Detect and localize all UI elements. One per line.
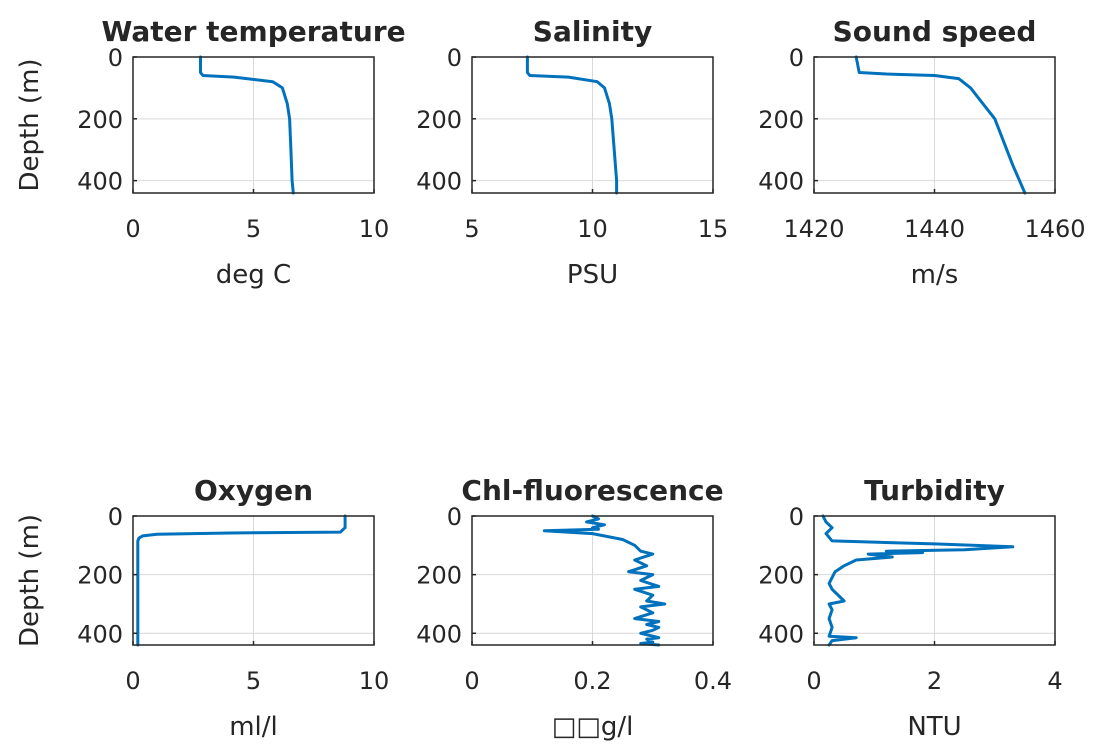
series-line-turbidity — [821, 514, 1015, 647]
y-tick-label: 200 — [77, 106, 123, 134]
series-line-chl-fluorescence — [542, 514, 667, 647]
x-tick-label: 5 — [246, 215, 261, 243]
y-axis-label: Depth (m) — [15, 514, 45, 647]
y-tick-label: 200 — [416, 562, 462, 590]
series-line-water-temperature — [199, 55, 295, 195]
y-tick-label: 400 — [416, 168, 462, 196]
x-axis-label: □□g/l — [552, 712, 634, 742]
panel-title: Chl-fluorescence — [461, 474, 723, 507]
x-axis-label: NTU — [907, 712, 961, 742]
x-tick-label: 10 — [359, 667, 390, 695]
panel-title: Salinity — [533, 15, 652, 48]
x-tick-label: 0 — [464, 667, 479, 695]
y-tick-label: 0 — [447, 503, 462, 531]
x-axis-label: m/s — [911, 260, 959, 290]
panel-sound-speed: 1420 1440 1460 0 200 400 Sound speed m/s — [758, 15, 1085, 290]
x-tick-label: 10 — [359, 215, 390, 243]
y-tick-label: 0 — [789, 44, 804, 72]
x-tick-label: 1420 — [783, 215, 844, 243]
x-axis-label: PSU — [567, 260, 618, 290]
x-tick-label: 10 — [577, 215, 608, 243]
series-line-salinity — [525, 55, 619, 195]
x-tick-label: 0 — [125, 667, 140, 695]
x-tick-label: 0.4 — [694, 667, 732, 695]
x-tick-label: 1460 — [1024, 215, 1085, 243]
y-tick-label: 200 — [416, 106, 462, 134]
x-tick-label: 15 — [698, 215, 729, 243]
y-axis-label: Depth (m) — [15, 58, 45, 191]
y-tick-label: 400 — [77, 168, 123, 196]
x-axis-label: ml/l — [229, 712, 278, 742]
y-tick-label: 200 — [758, 562, 804, 590]
x-tick-label: 2 — [927, 667, 942, 695]
series-line-oxygen — [136, 514, 347, 647]
panel-turbidity: 0 2 4 0 200 400 Turbidity NTU — [758, 474, 1062, 742]
panel-title: Sound speed — [833, 15, 1037, 48]
y-tick-label: 0 — [789, 503, 804, 531]
panel-salinity: 5 10 15 0 200 400 Salinity PSU — [416, 15, 728, 290]
y-tick-label: 400 — [758, 168, 804, 196]
x-tick-label: 1440 — [904, 215, 965, 243]
y-tick-label: 0 — [108, 44, 123, 72]
panel-oxygen: 0 5 10 0 200 400 Oxygen ml/l Depth (m) — [15, 474, 389, 742]
y-tick-label: 400 — [77, 620, 123, 648]
panel-water-temperature: 0 5 10 0 200 400 Water temperature deg C Depth (… — [15, 15, 406, 290]
y-tick-label: 0 — [447, 44, 462, 72]
y-tick-label: 400 — [416, 620, 462, 648]
series-line-sound-speed — [854, 55, 1027, 195]
x-tick-label: 5 — [246, 667, 261, 695]
x-tick-label: 0 — [125, 215, 140, 243]
x-tick-label: 0.2 — [573, 667, 611, 695]
panel-title: Water temperature — [101, 15, 405, 48]
y-tick-label: 0 — [108, 503, 123, 531]
x-tick-label: 5 — [464, 215, 479, 243]
panel-title: Oxygen — [194, 474, 313, 507]
x-tick-label: 0 — [806, 667, 821, 695]
y-tick-label: 200 — [758, 106, 804, 134]
y-tick-label: 200 — [77, 562, 123, 590]
x-tick-label: 4 — [1047, 667, 1062, 695]
x-axis-label: deg C — [216, 260, 291, 290]
y-tick-label: 400 — [758, 620, 804, 648]
panel-chl-fluorescence: 0 0.2 0.4 0 200 400 Chl-fluorescence □□g/l — [416, 474, 732, 742]
panel-title: Turbidity — [864, 474, 1005, 507]
